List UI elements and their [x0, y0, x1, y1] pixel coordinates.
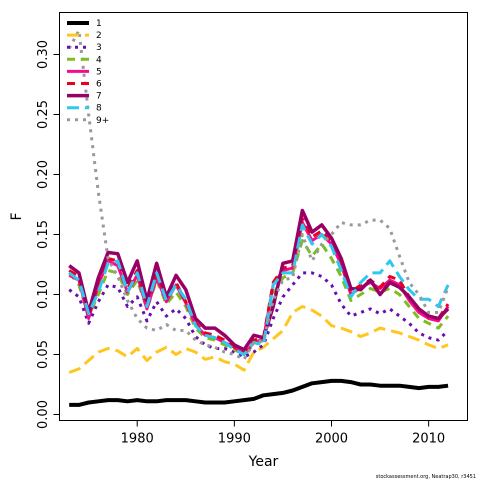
x-tick-label: 2010 — [412, 432, 445, 447]
series-lines — [67, 29, 450, 407]
legend-label: 5 — [96, 67, 102, 77]
series-line-3 — [68, 271, 450, 359]
series-line-7 — [68, 208, 450, 352]
x-axis-label: Year — [248, 454, 279, 470]
x-tick-label: 1980 — [121, 432, 154, 447]
legend-label: 1 — [96, 19, 102, 29]
plot-frame — [59, 12, 468, 421]
series-line-9plus — [67, 29, 450, 361]
legend-label: 4 — [96, 55, 102, 65]
legend-label: 7 — [96, 92, 102, 102]
series-line-8 — [68, 223, 450, 356]
legend: 1 2 3 4 5 6 7 8 9+ — [67, 19, 109, 126]
y-tick-label: 0.30 — [36, 40, 51, 69]
y-axis: 0.00 0.05 0.10 0.15 0.20 0.25 0.30 — [36, 40, 60, 429]
y-axis-label: F — [9, 212, 25, 220]
y-tick-label: 0.05 — [36, 340, 51, 369]
y-tick-label: 0.25 — [36, 100, 51, 129]
x-axis: 1980 1990 2000 2010 — [121, 420, 445, 447]
footer-credit: stockassessment.org, Neatrap30, r3451 — [376, 474, 476, 480]
legend-label: 3 — [96, 43, 102, 53]
legend-label: 6 — [96, 80, 102, 90]
legend-label: 2 — [96, 31, 102, 41]
y-tick-label: 0.15 — [36, 220, 51, 249]
y-tick-label: 0.10 — [36, 280, 51, 309]
x-tick-label: 1990 — [218, 432, 251, 447]
series-line-2 — [68, 305, 449, 374]
legend-label: 8 — [96, 104, 102, 114]
legend-label: 9+ — [96, 116, 109, 126]
x-tick-label: 2000 — [315, 432, 348, 447]
series-line-1 — [69, 378, 449, 407]
y-tick-label: 0.00 — [36, 400, 51, 429]
y-tick-label: 0.20 — [36, 160, 51, 189]
